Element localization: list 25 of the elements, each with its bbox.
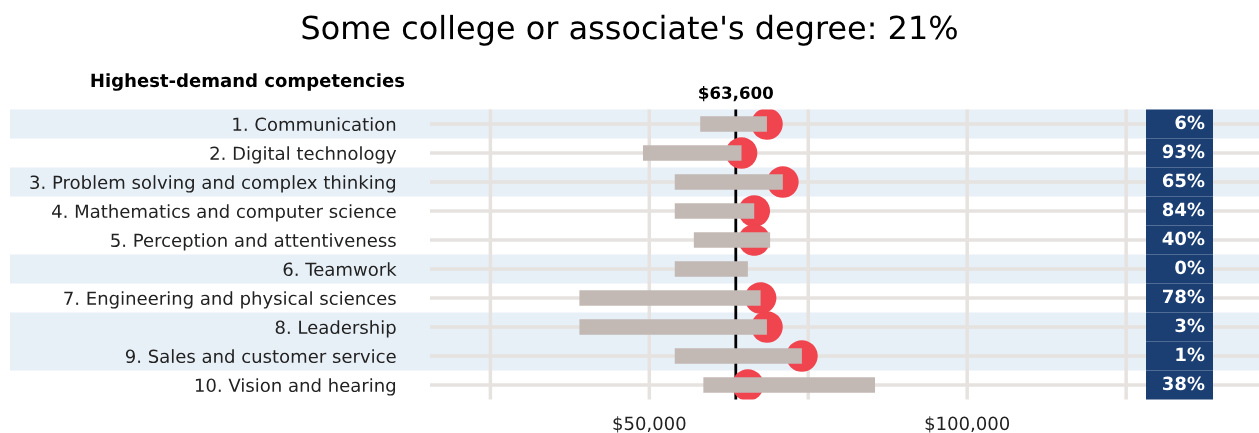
y-tick-label: 4. Mathematics and computer science bbox=[52, 204, 396, 222]
annotation: 6% bbox=[1175, 115, 1205, 130]
annotation: 65% bbox=[1162, 173, 1205, 188]
y-tick-label: 3. Problem solving and complex thinking bbox=[30, 175, 396, 193]
annotation: 1% bbox=[1176, 347, 1205, 362]
y-tick-label: 5. Perception and attentiveness bbox=[111, 233, 396, 251]
x-tick-label: $100,000 bbox=[925, 416, 1010, 433]
annotation: 78% bbox=[1162, 289, 1205, 304]
y-tick-label: 6. Teamwork bbox=[283, 262, 397, 277]
y-tick-label: 9. Sales and customer service bbox=[125, 349, 396, 364]
y-tick-label: 1. Communication bbox=[233, 117, 396, 132]
annotation: 38% bbox=[1162, 376, 1205, 391]
annotation: 40% bbox=[1162, 231, 1205, 246]
annotation: 0% bbox=[1175, 260, 1205, 275]
annotation: 3% bbox=[1175, 318, 1205, 333]
y-tick-label: 10. Vision and hearing bbox=[195, 378, 396, 396]
x-tick-label: $50,000 bbox=[613, 416, 686, 433]
annotation: 84% bbox=[1162, 202, 1205, 217]
chart-title: Some college or associate's degree: 21% bbox=[302, 14, 957, 46]
ref-line-label: $63,600 bbox=[699, 86, 773, 102]
y-tick-label: 7. Engineering and physical sciences bbox=[64, 291, 396, 309]
y-axis-title: Highest-demand competencies bbox=[91, 73, 405, 91]
y-tick-label: 2. Digital technology bbox=[210, 146, 397, 164]
y-tick-label: 8. Leadership bbox=[275, 320, 396, 338]
annotation: 93% bbox=[1162, 144, 1205, 159]
